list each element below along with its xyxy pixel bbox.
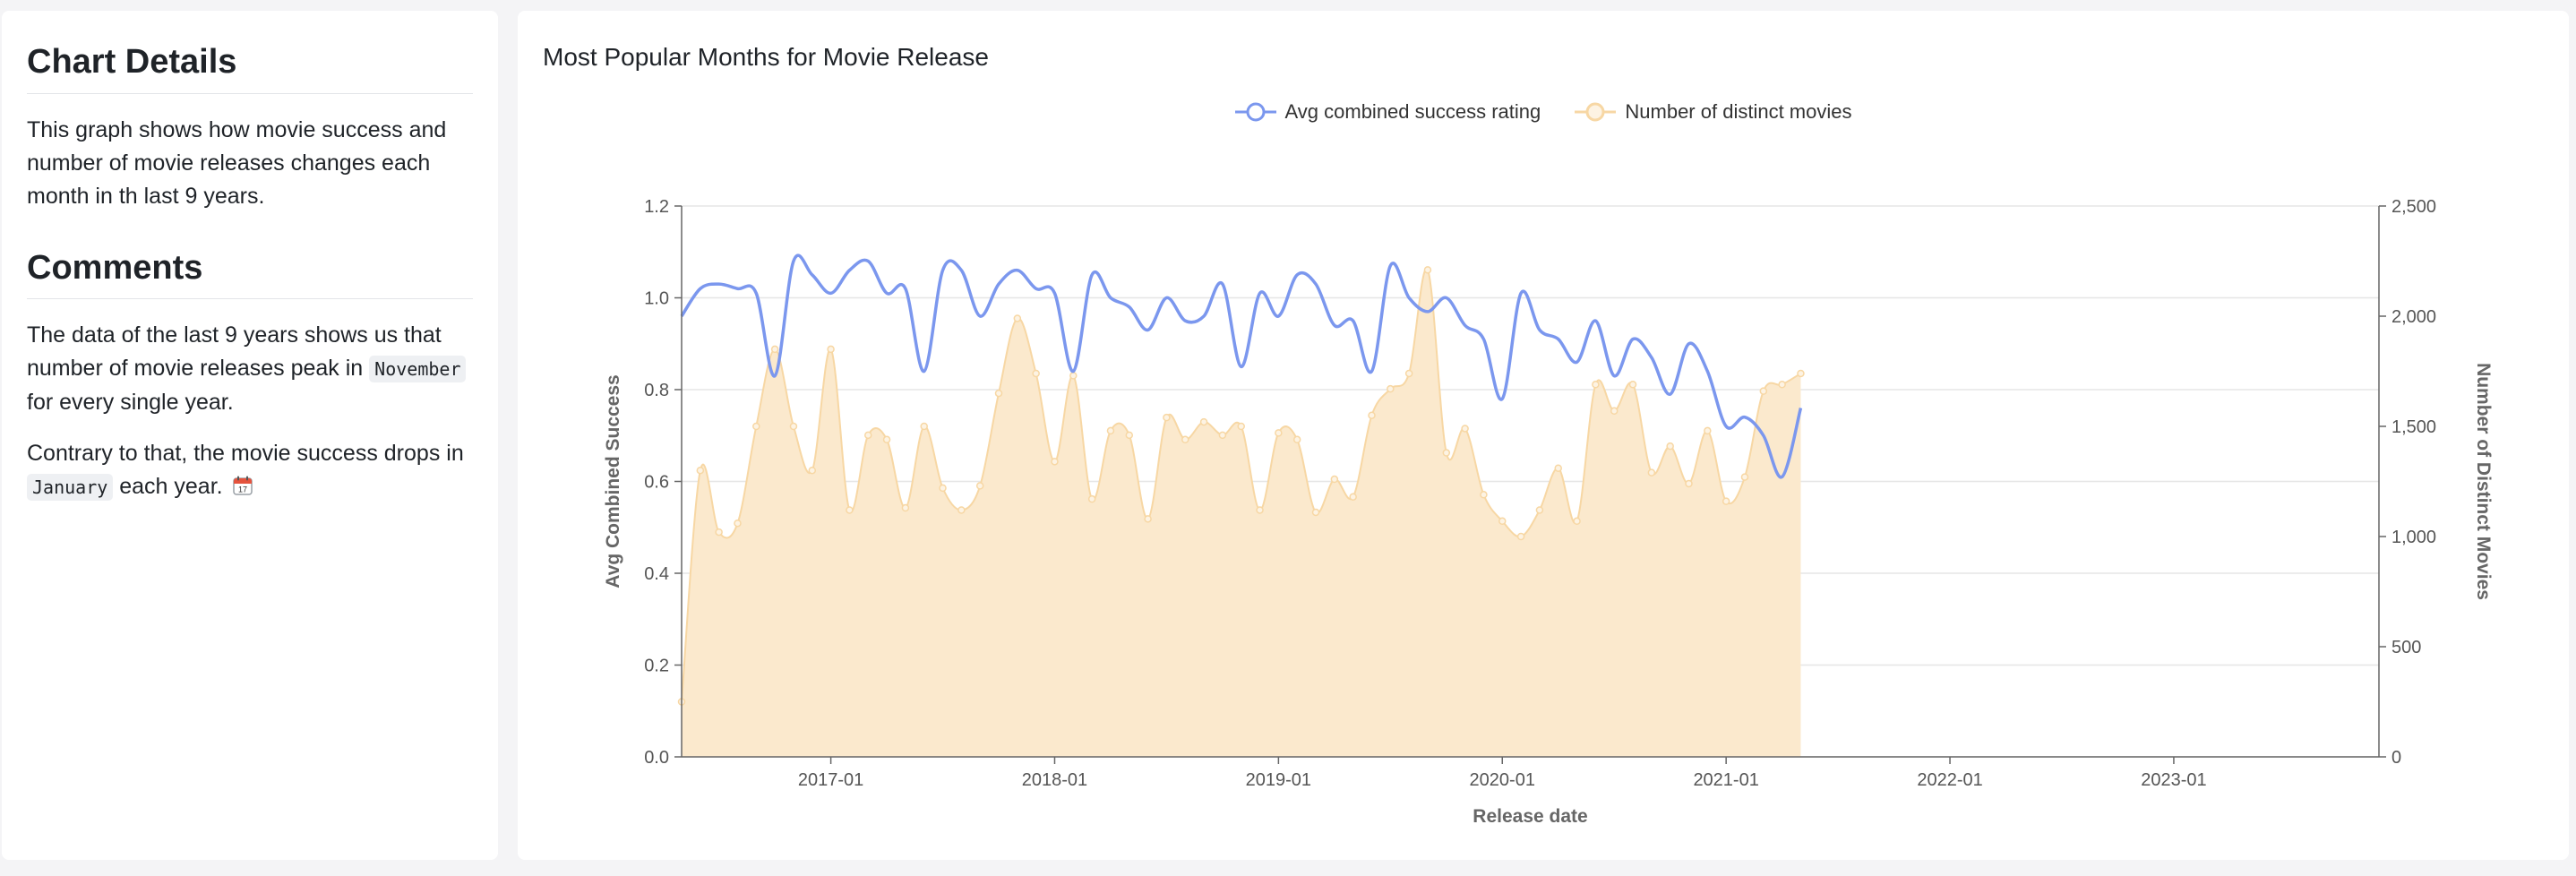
movies-point bbox=[921, 424, 927, 430]
movies-point bbox=[1779, 382, 1785, 388]
x-tick-label: 2022-01 bbox=[1917, 770, 1982, 790]
movies-point bbox=[1723, 498, 1730, 504]
movies-point bbox=[1089, 496, 1095, 502]
movies-point bbox=[1798, 370, 1804, 376]
y-right-tick-label: 2,000 bbox=[2391, 307, 2436, 327]
movies-point bbox=[790, 424, 796, 430]
y-left-tick-label: 1.0 bbox=[644, 289, 669, 309]
comment-2: Contrary to that, the movie success drop… bbox=[27, 437, 473, 504]
y-right-axis-title: Number of Distinct Movies bbox=[2473, 363, 2494, 600]
y-right-tick-label: 1,000 bbox=[2391, 528, 2436, 547]
movies-point bbox=[996, 391, 1002, 397]
movies-point bbox=[1313, 509, 1319, 515]
movies-point bbox=[865, 432, 872, 438]
y-left-tick-label: 0.6 bbox=[644, 473, 669, 493]
movies-point bbox=[1536, 507, 1542, 513]
y-left-tick-label: 0.4 bbox=[644, 564, 669, 584]
movies-point bbox=[1704, 427, 1711, 434]
movies-point bbox=[809, 468, 815, 474]
movies-point bbox=[1443, 450, 1449, 456]
movies-point bbox=[1331, 477, 1337, 483]
movies-point bbox=[884, 436, 890, 442]
movies-point bbox=[1462, 425, 1468, 432]
movies-point bbox=[1369, 412, 1375, 418]
movies-point bbox=[697, 468, 703, 474]
movies-point bbox=[940, 485, 946, 491]
movies-point bbox=[1387, 386, 1394, 392]
movies-point bbox=[1481, 492, 1487, 498]
month-code-january: January bbox=[27, 474, 113, 501]
movies-point bbox=[1648, 469, 1654, 476]
x-tick-label: 2019-01 bbox=[1246, 770, 1311, 790]
y-right-tick-label: 0 bbox=[2391, 748, 2401, 768]
movies-point bbox=[828, 346, 834, 352]
movies-point bbox=[1107, 427, 1113, 434]
y-left-tick-label: 1.2 bbox=[644, 197, 669, 217]
movies-point bbox=[1201, 419, 1207, 425]
movies-point bbox=[1257, 507, 1263, 513]
movies-point bbox=[1145, 516, 1151, 522]
movies-point bbox=[1182, 436, 1189, 442]
movies-point bbox=[1686, 480, 1692, 486]
movies-point bbox=[1126, 432, 1132, 438]
month-code-november: November bbox=[369, 356, 466, 382]
movies-point bbox=[1238, 424, 1244, 430]
comment-2-text: Contrary to that, the movie success drop… bbox=[27, 441, 464, 466]
movies-point bbox=[734, 520, 741, 527]
comments-heading: Comments bbox=[27, 249, 473, 300]
movies-point bbox=[1014, 315, 1020, 322]
movies-point bbox=[1667, 443, 1673, 450]
movies-point bbox=[1052, 459, 1058, 465]
movies-point bbox=[977, 483, 983, 489]
movies-point bbox=[1741, 474, 1747, 480]
chart-details-heading: Chart Details bbox=[27, 43, 473, 94]
x-tick-label: 2018-01 bbox=[1022, 770, 1087, 790]
y-right-tick-label: 2,500 bbox=[2391, 197, 2436, 217]
y-left-tick-label: 0.8 bbox=[644, 381, 669, 400]
movies-point bbox=[1499, 518, 1506, 524]
movies-point bbox=[1555, 465, 1561, 471]
movies-point bbox=[772, 346, 778, 352]
movies-point bbox=[1611, 408, 1618, 414]
movies-point bbox=[1593, 382, 1599, 388]
x-tick-label: 2020-01 bbox=[1470, 770, 1535, 790]
movies-point bbox=[1219, 432, 1225, 438]
comment-1: The data of the last 9 years shows us th… bbox=[27, 319, 473, 419]
movies-point bbox=[1406, 370, 1413, 376]
x-tick-label: 2023-01 bbox=[2141, 770, 2206, 790]
movies-point bbox=[1070, 373, 1077, 379]
movies-point bbox=[1163, 415, 1170, 421]
movies-point bbox=[1033, 370, 1039, 376]
movies-point bbox=[1275, 430, 1282, 436]
movies-point bbox=[1574, 518, 1580, 524]
movies-point bbox=[1518, 534, 1524, 540]
y-left-tick-label: 0.2 bbox=[644, 657, 669, 676]
movies-point bbox=[958, 507, 965, 513]
comment-2-text-end: each year. bbox=[119, 474, 222, 499]
chart-svg: 0.0 0.2 0.4 0.6 0.8 1.0 1.2 0 500 1,000 1,500 2,000… bbox=[518, 11, 2569, 860]
y-left-axis-title: Avg Combined Success bbox=[603, 374, 623, 588]
svg-text:17: 17 bbox=[238, 485, 247, 494]
chart-details-panel: Chart Details This graph shows how movie… bbox=[2, 11, 498, 860]
comment-1-text-end: for every single year. bbox=[27, 390, 234, 415]
x-tick-label: 2021-01 bbox=[1693, 770, 1758, 790]
y-right-tick-label: 1,500 bbox=[2391, 417, 2436, 437]
movies-point bbox=[1760, 388, 1766, 394]
movies-point bbox=[1294, 436, 1301, 442]
y-right-tick-label: 500 bbox=[2391, 638, 2421, 657]
x-axis-title: Release date bbox=[1473, 806, 1587, 827]
movies-point bbox=[846, 507, 853, 513]
movies-point bbox=[902, 505, 908, 511]
chart-panel: Most Popular Months for Movie Release Av… bbox=[518, 11, 2569, 860]
x-tick-label: 2017-01 bbox=[798, 770, 863, 790]
movies-point bbox=[1424, 267, 1430, 273]
chart-details-text: This graph shows how movie success and n… bbox=[27, 114, 473, 213]
calendar-icon: 17 bbox=[233, 476, 253, 495]
movies-point bbox=[1630, 382, 1636, 388]
movies-point bbox=[753, 424, 760, 430]
movies-point bbox=[716, 529, 722, 536]
y-left-tick-label: 0.0 bbox=[644, 748, 669, 768]
movies-point bbox=[1350, 494, 1356, 500]
